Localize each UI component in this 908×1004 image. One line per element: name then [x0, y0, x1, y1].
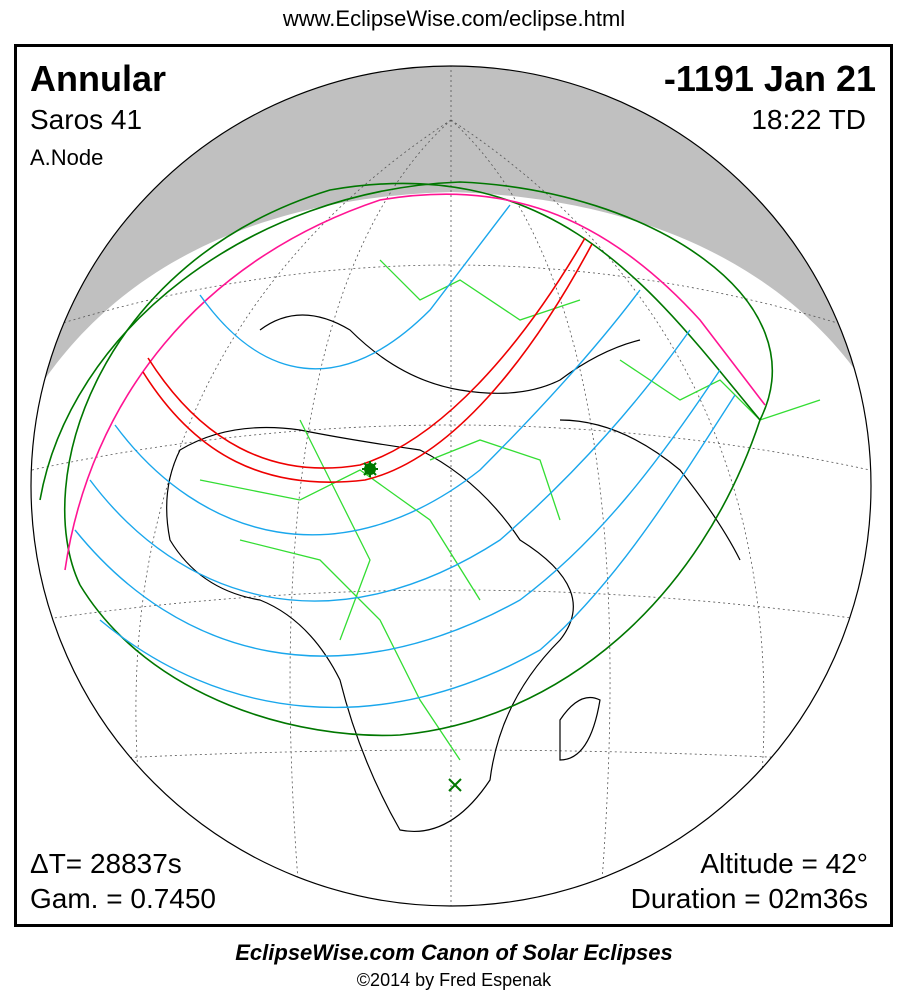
rise-set-curves — [64, 193, 766, 571]
footer-copyright: ©2014 by Fred Espenak — [356, 970, 552, 990]
magnitude-curves — [74, 204, 736, 709]
subsolar-x-icon — [448, 778, 462, 792]
central-path — [142, 237, 593, 484]
source-url: www.EclipseWise.com/eclipse.html — [282, 6, 626, 31]
political-borders — [199, 259, 821, 761]
sun-altitude: Altitude = 42° — [700, 848, 868, 879]
gamma: Gam. = 0.7450 — [30, 883, 217, 914]
footer-title: EclipseWise.com Canon of Solar Eclipses — [235, 940, 673, 965]
map-frame — [14, 44, 893, 927]
delta-t: ΔT= 28837s — [30, 848, 182, 879]
eclipse-time: 18:22 TD — [751, 104, 866, 135]
eclipse-date: -1191 Jan 21 — [663, 58, 876, 99]
node-label: A.Node — [30, 145, 104, 170]
graticule — [31, 66, 871, 906]
duration: Duration = 02m36s — [630, 883, 868, 914]
saros-number: Saros 41 — [30, 104, 143, 135]
eclipse-type: Annular — [30, 58, 167, 99]
penumbral-limits — [39, 181, 774, 737]
globe-outline — [30, 65, 872, 907]
greatest-eclipse-star-icon — [362, 461, 378, 477]
coastlines — [166, 314, 741, 832]
